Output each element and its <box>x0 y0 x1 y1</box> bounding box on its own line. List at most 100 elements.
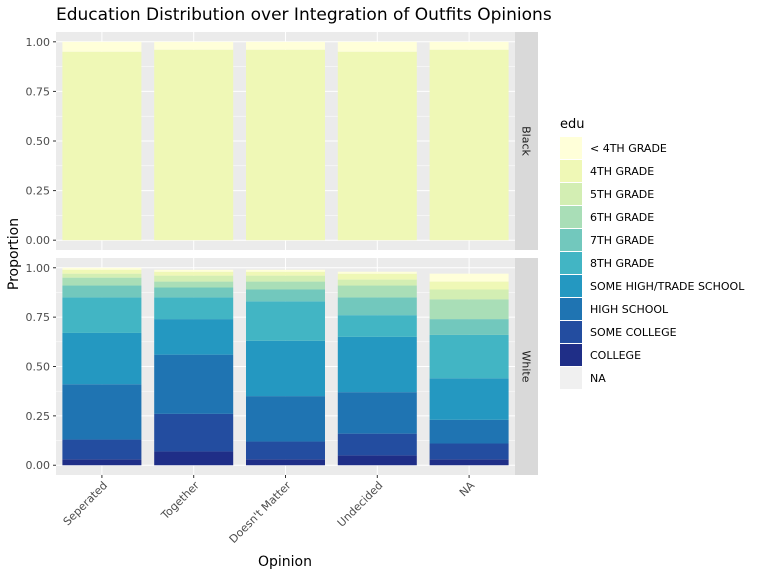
bar-segment <box>246 271 325 276</box>
bar-segment <box>154 413 234 452</box>
bar-segment <box>62 41 142 52</box>
legend-items: < 4TH GRADE 4TH GRADE 5TH GRADE 6TH GRADE 7T… <box>560 137 745 389</box>
facet-panel-black: 0.00 0.25 0.50 0.75 1.00 Black <box>26 32 538 250</box>
legend-label: 6TH GRADE <box>590 211 654 224</box>
legend-item: 5TH GRADE <box>560 183 654 205</box>
bar-segment <box>337 433 417 456</box>
x-tick-label: Undecided <box>335 479 386 530</box>
bar-segment <box>429 41 509 50</box>
bar-segment <box>429 273 509 282</box>
bar-segment <box>246 41 325 50</box>
bar-segment <box>429 378 509 420</box>
bar-segment <box>62 459 142 466</box>
bar-segment <box>154 319 234 355</box>
bar-segment <box>337 455 417 466</box>
bar-segment <box>62 285 142 298</box>
facet-strip-label: Black <box>520 126 533 156</box>
bar-segment <box>429 289 509 300</box>
bar-segment <box>337 41 417 52</box>
bar-segment <box>154 281 234 288</box>
legend-item: 6TH GRADE <box>560 206 654 228</box>
bar-segment <box>154 49 234 241</box>
x-tick-label: Doesn't Matter <box>227 479 294 546</box>
legend-label: < 4TH GRADE <box>590 142 667 155</box>
bar-segment <box>246 49 325 241</box>
bar-segment <box>62 277 142 286</box>
bar-segment <box>429 299 509 320</box>
bar-segment <box>154 451 234 466</box>
y-tick-label: 0.25 <box>26 185 51 198</box>
bar-segment <box>154 275 234 282</box>
bar-segment <box>337 285 417 298</box>
legend-label: SOME HIGH/TRADE SCHOOL <box>590 280 745 293</box>
facet-panels: 0.00 0.25 0.50 0.75 1.00 Black 0.00 0.25 0.50 0.7… <box>26 32 538 475</box>
bar-segment <box>337 279 417 286</box>
bar-segment <box>246 281 325 290</box>
bar-segment <box>246 269 325 272</box>
legend-item: SOME HIGH/TRADE SCHOOL <box>560 275 745 297</box>
bar-segment <box>246 459 325 466</box>
bar-segment <box>154 287 234 298</box>
legend-label: 8TH GRADE <box>590 257 654 270</box>
x-tick-label: Together <box>158 479 202 523</box>
y-axis-title: Proportion <box>6 218 22 290</box>
chart-title: Education Distribution over Integration … <box>56 5 552 25</box>
bar-segment <box>62 267 142 270</box>
bar-segment <box>429 281 509 290</box>
legend-title: edu <box>560 117 585 132</box>
bar-segment <box>337 392 417 434</box>
bar-segment <box>62 51 142 241</box>
legend-item: 4TH GRADE <box>560 160 654 182</box>
y-tick-label: 1.00 <box>26 36 51 49</box>
legend-swatch <box>560 344 582 366</box>
y-tick-label: 0.25 <box>26 410 51 423</box>
x-tick-label: NA <box>457 479 478 500</box>
legend-item: 8TH GRADE <box>560 252 654 274</box>
x-axis-title: Opinion <box>258 554 312 570</box>
x-axis-ticks: Seperated Together Doesn't Matter Undecided… <box>61 475 478 546</box>
y-tick-label: 0.00 <box>26 234 51 247</box>
bar-segment <box>246 441 325 460</box>
legend-swatch <box>560 252 582 274</box>
legend-label: 5TH GRADE <box>590 188 654 201</box>
bar-segment <box>154 269 234 272</box>
bar-segment <box>429 443 509 460</box>
bar-segment <box>429 459 509 466</box>
bar-segment <box>337 336 417 393</box>
facet-strip <box>515 258 538 475</box>
bar-segment <box>429 419 509 444</box>
bar-segment <box>246 275 325 282</box>
bar-segment <box>62 332 142 385</box>
bar-segment <box>337 51 417 241</box>
legend-label: NA <box>590 372 606 385</box>
bar-segment <box>337 271 417 274</box>
x-tick-label: Seperated <box>61 479 110 528</box>
y-tick-label: 0.00 <box>26 459 51 472</box>
bar-segment <box>62 384 142 440</box>
bar-segment <box>154 354 234 414</box>
bar-segment <box>154 297 234 320</box>
y-tick-label: 0.75 <box>26 311 51 324</box>
y-tick-label: 1.00 <box>26 262 51 275</box>
facet-panel-white: 0.00 0.25 0.50 0.75 1.00 White <box>26 258 538 475</box>
bar-segment <box>337 273 417 280</box>
legend-swatch <box>560 298 582 320</box>
y-tick-label: 0.50 <box>26 135 51 148</box>
bar-segment <box>154 41 234 50</box>
legend-label: COLLEGE <box>590 349 641 362</box>
legend-label: HIGH SCHOOL <box>590 303 669 316</box>
legend-item: NA <box>560 367 606 389</box>
bar-segment <box>62 273 142 278</box>
legend-swatch <box>560 367 582 389</box>
legend-swatch <box>560 137 582 159</box>
bar-segment <box>62 269 142 274</box>
legend-item: < 4TH GRADE <box>560 137 667 159</box>
bar-segment <box>246 396 325 442</box>
bar-segment <box>62 439 142 460</box>
bar-segment <box>154 271 234 276</box>
legend-item: SOME COLLEGE <box>560 321 677 343</box>
legend-swatch <box>560 275 582 297</box>
bar-segment <box>246 289 325 302</box>
bar-segment <box>246 301 325 341</box>
